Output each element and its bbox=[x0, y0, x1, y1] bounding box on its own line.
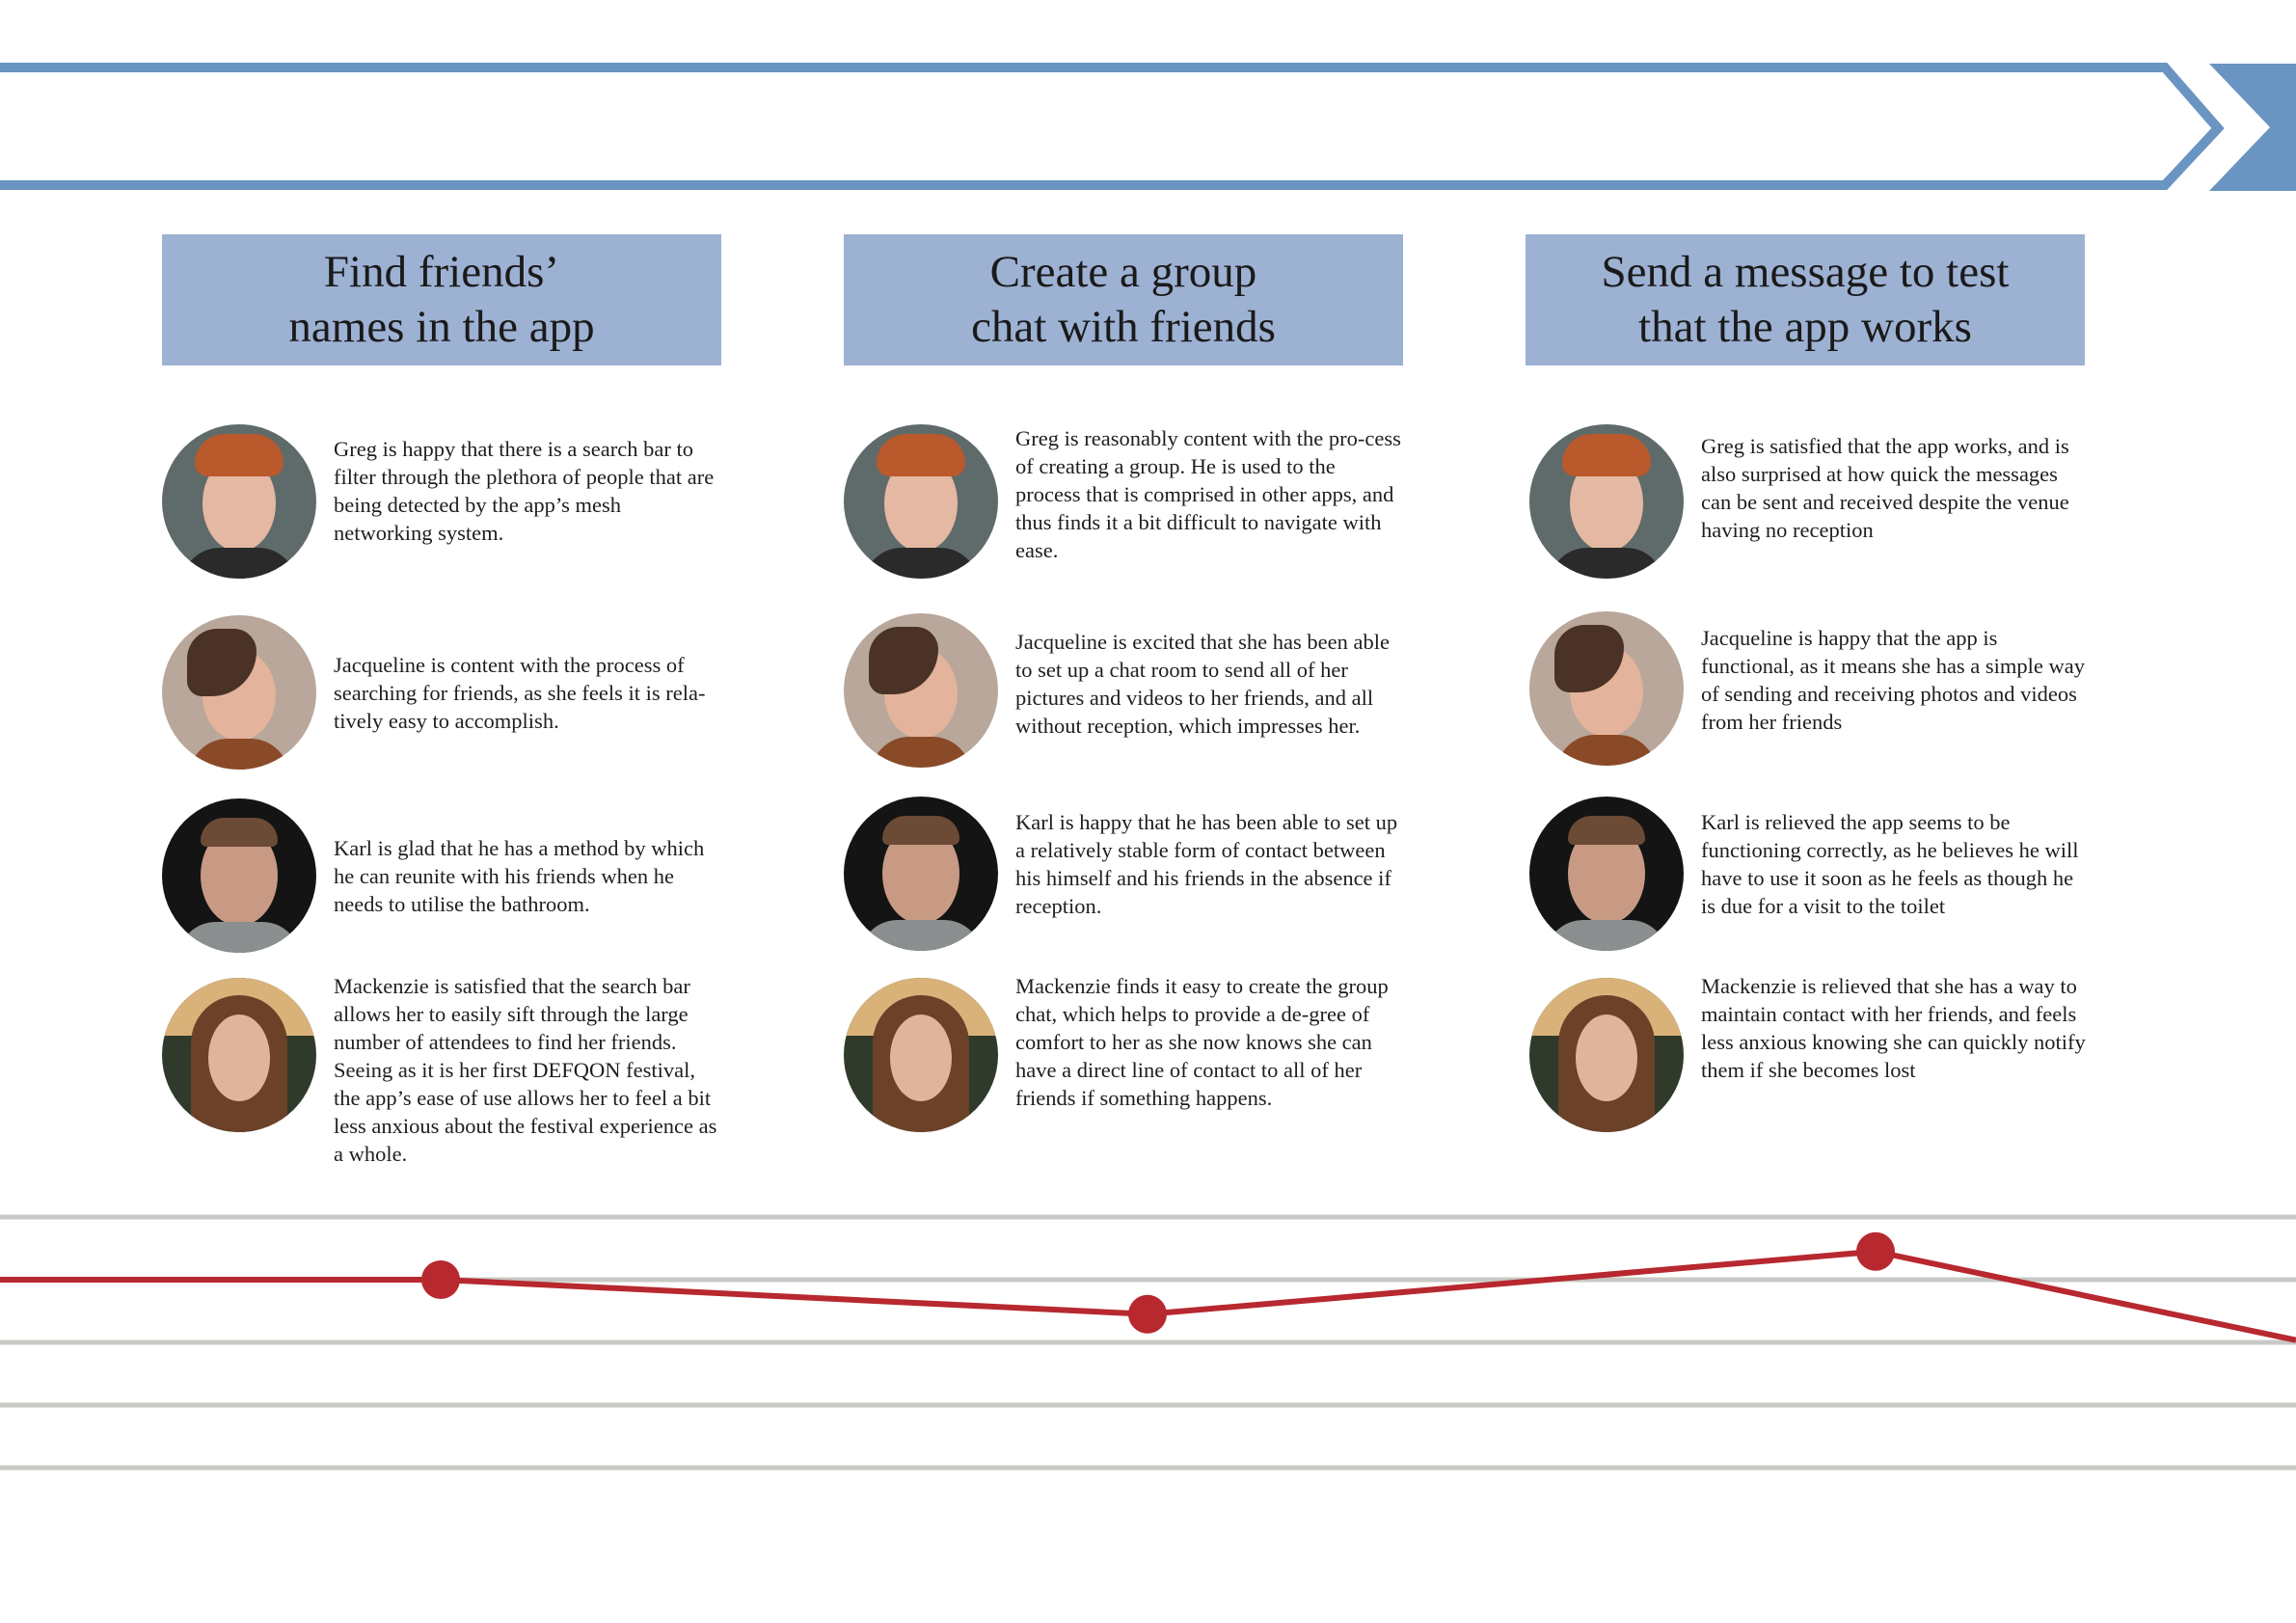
stage-title: Create a group chat with friends bbox=[971, 247, 1276, 352]
persona-quote: Mackenzie is relieved that she has a way… bbox=[1701, 974, 2086, 1082]
persona-quote: Jacqueline is content with the process o… bbox=[334, 652, 706, 733]
mackenzie-portrait-icon bbox=[844, 978, 998, 1132]
persona-quote: Greg is reasonably content with the pro-… bbox=[1015, 425, 1401, 562]
persona-greg: Greg is satisfied that the app works, an… bbox=[1529, 424, 2089, 579]
stage-header: Find friends’ names in the app bbox=[162, 234, 721, 365]
persona-quote: Jacqueline is excited that she has been … bbox=[1015, 630, 1390, 738]
stage-column-send-message: Send a message to test that the app work… bbox=[1526, 234, 2085, 365]
stage-title: Find friends’ names in the app bbox=[288, 247, 595, 352]
persona-jacqueline: Jacqueline is happy that the app is func… bbox=[1529, 611, 2089, 766]
persona-quote: Greg is satisfied that the app works, an… bbox=[1701, 434, 2069, 542]
karl-portrait-icon bbox=[162, 798, 316, 953]
karl-portrait-icon bbox=[1529, 797, 1684, 951]
emotion-point-1 bbox=[421, 1260, 460, 1299]
persona-quote: Karl is relieved the app seems to be fun… bbox=[1701, 810, 2079, 918]
stage-title: Send a message to test that the app work… bbox=[1601, 247, 2010, 352]
persona-karl: Karl is happy that he has been able to s… bbox=[844, 797, 1403, 951]
stage-header: Create a group chat with friends bbox=[844, 234, 1403, 365]
stage-column-find-friends: Find friends’ names in the app bbox=[162, 234, 721, 365]
persona-quote: Jacqueline is happy that the app is func… bbox=[1701, 626, 2086, 734]
persona-mackenzie: Mackenzie is satisfied that the search b… bbox=[162, 974, 721, 1168]
persona-jacqueline: Jacqueline is excited that she has been … bbox=[844, 613, 1403, 768]
persona-quote: Karl is glad that he has a method by whi… bbox=[334, 835, 705, 916]
persona-quote: Greg is happy that there is a search bar… bbox=[334, 437, 715, 545]
persona-karl: Karl is glad that he has a method by whi… bbox=[162, 798, 721, 953]
persona-greg: Greg is happy that there is a search bar… bbox=[162, 424, 721, 579]
greg-portrait-icon bbox=[162, 424, 316, 579]
persona-quote: Mackenzie is satisfied that the search b… bbox=[334, 974, 717, 1166]
jacqueline-portrait-icon bbox=[162, 615, 316, 770]
persona-mackenzie: Mackenzie finds it easy to create the gr… bbox=[844, 974, 1403, 1132]
mackenzie-portrait-icon bbox=[1529, 978, 1684, 1132]
persona-quote: Mackenzie finds it easy to create the gr… bbox=[1015, 974, 1389, 1110]
emotion-curve-chart bbox=[0, 1214, 2296, 1471]
persona-jacqueline: Jacqueline is content with the process o… bbox=[162, 615, 721, 770]
process-banner bbox=[0, 63, 2296, 191]
stage-header: Send a message to test that the app work… bbox=[1526, 234, 2085, 365]
persona-greg: Greg is reasonably content with the pro-… bbox=[844, 424, 1403, 579]
mackenzie-portrait-icon bbox=[162, 978, 316, 1132]
persona-quote: Karl is happy that he has been able to s… bbox=[1015, 810, 1398, 918]
persona-mackenzie: Mackenzie is relieved that she has a way… bbox=[1529, 974, 2089, 1132]
karl-portrait-icon bbox=[844, 797, 998, 951]
stage-column-group-chat: Create a group chat with friends bbox=[844, 234, 1403, 365]
persona-karl: Karl is relieved the app seems to be fun… bbox=[1529, 797, 2089, 951]
emotion-point-3 bbox=[1856, 1231, 1895, 1271]
greg-portrait-icon bbox=[844, 424, 998, 579]
banner-arrow-outline bbox=[0, 63, 2225, 190]
greg-portrait-icon bbox=[1529, 424, 1684, 579]
jacqueline-portrait-icon bbox=[844, 613, 998, 768]
jacqueline-portrait-icon bbox=[1529, 611, 1684, 766]
banner-chevron-icon bbox=[2209, 64, 2296, 191]
emotion-point-2 bbox=[1128, 1294, 1167, 1334]
